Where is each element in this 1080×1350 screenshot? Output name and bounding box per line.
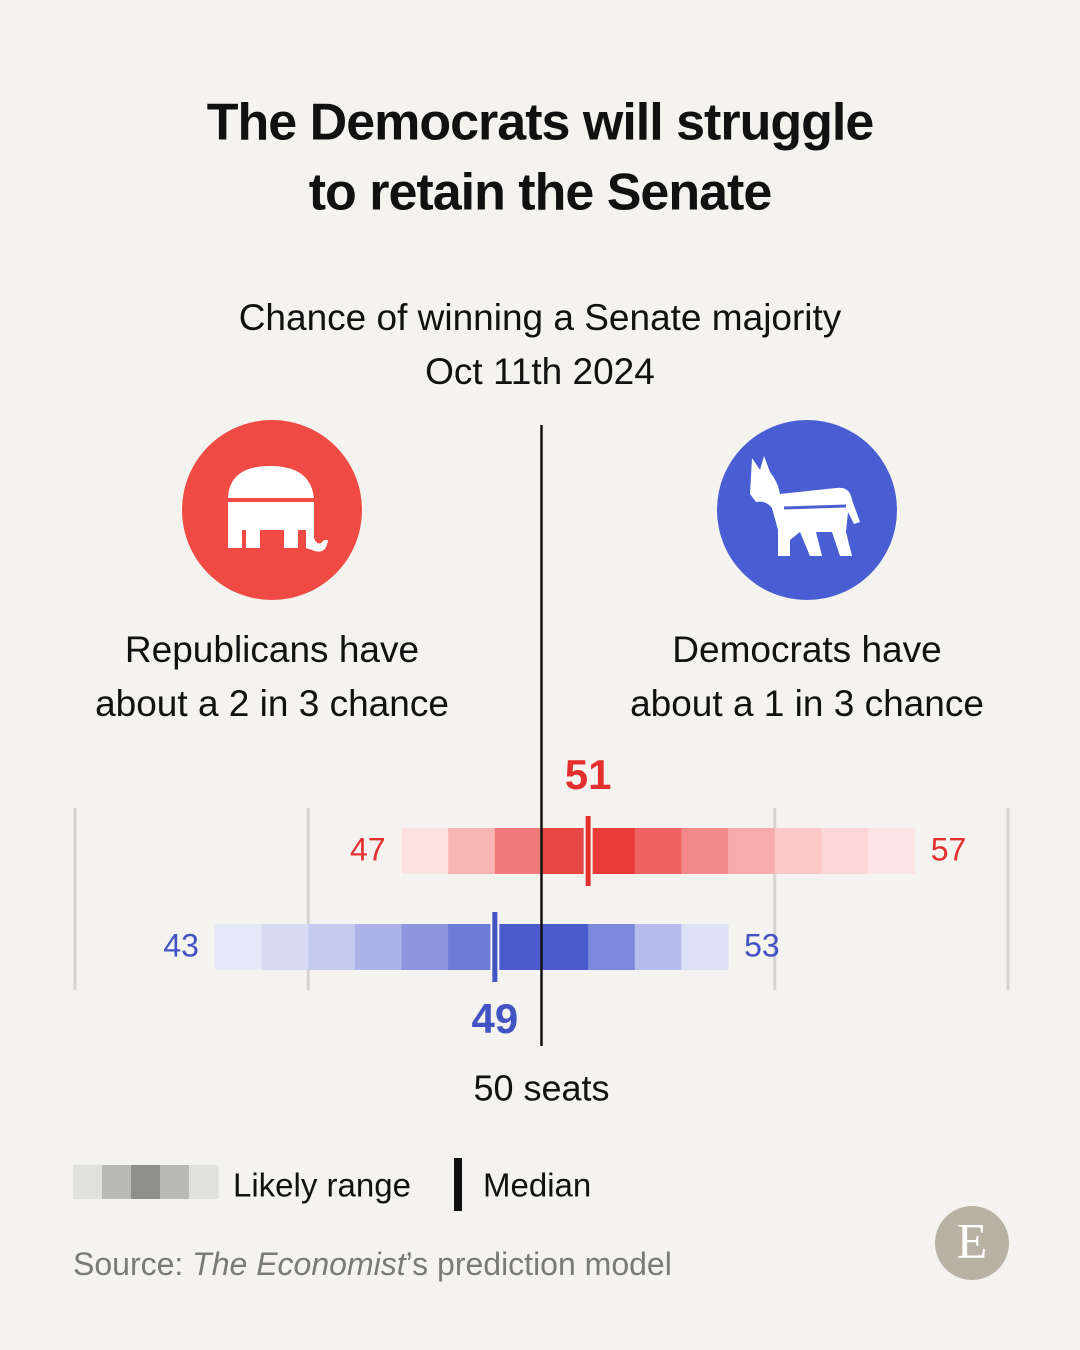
range-cell xyxy=(634,828,682,874)
range-cell xyxy=(588,924,636,970)
range-cell xyxy=(634,924,682,970)
range-cell xyxy=(588,828,636,874)
legend-range-swatch xyxy=(160,1165,190,1199)
range-cell xyxy=(541,924,589,970)
subtitle-line: Chance of winning a Senate majority xyxy=(239,297,842,338)
median-line xyxy=(490,910,500,984)
republican-icon xyxy=(182,420,362,600)
legend-range-swatch xyxy=(102,1165,132,1199)
source-suffix: ’s prediction model xyxy=(406,1246,672,1282)
elephant xyxy=(228,466,328,552)
range-high-label: 53 xyxy=(744,927,780,963)
legend-range-swatch xyxy=(189,1165,219,1199)
range-cell xyxy=(354,924,403,970)
range-cell xyxy=(681,828,729,874)
title-line: to retain the Senate xyxy=(309,164,772,222)
range-cell xyxy=(494,828,542,874)
range-low-label: 43 xyxy=(163,927,199,963)
logo-circle xyxy=(935,1206,1009,1280)
range-cell xyxy=(308,924,356,970)
range-cell xyxy=(774,828,822,874)
range-cell xyxy=(681,924,729,970)
range-cell xyxy=(494,924,542,970)
range-cell xyxy=(728,828,776,874)
logo-letter: E xyxy=(957,1212,988,1268)
party-label: Republicans have xyxy=(125,629,419,670)
range-cell xyxy=(401,828,449,874)
range-cell xyxy=(401,924,449,970)
range-cell xyxy=(821,828,869,874)
majority-label: 50 seats xyxy=(473,1068,609,1109)
icon-stripe xyxy=(783,504,847,510)
party-label: Democrats have xyxy=(672,629,941,670)
subtitle-line: Oct 11th 2024 xyxy=(425,351,655,392)
source: Source: The Economist’s prediction model xyxy=(73,1246,672,1282)
plot: Republicans have about a 2 in 3 chance 47 5… xyxy=(73,425,1010,1211)
median-line xyxy=(583,814,593,888)
legend-median-swatch xyxy=(454,1158,462,1211)
democrat-icon xyxy=(717,420,897,600)
range-cell xyxy=(261,924,309,970)
source-prefix: Source: xyxy=(73,1246,192,1282)
range-cell xyxy=(868,828,916,874)
party-label: about a 2 in 3 chance xyxy=(95,683,449,724)
source-publication: The Economist xyxy=(192,1246,407,1282)
title-line: The Democrats will struggle xyxy=(207,94,874,152)
legend-range-swatch xyxy=(73,1165,103,1199)
median-label: 51 xyxy=(565,751,612,798)
legend-median-label: Median xyxy=(483,1167,591,1204)
range-high-label: 57 xyxy=(931,831,967,867)
range-cell xyxy=(448,828,496,874)
range-cell xyxy=(541,828,589,874)
range-cell xyxy=(448,924,496,970)
range-low-label: 47 xyxy=(350,831,386,867)
legend-range-label: Likely range xyxy=(233,1167,411,1204)
legend-range-swatch xyxy=(131,1165,161,1199)
party-label: about a 1 in 3 chance xyxy=(630,683,984,724)
median-label: 49 xyxy=(471,995,518,1042)
range-cell xyxy=(214,924,263,970)
